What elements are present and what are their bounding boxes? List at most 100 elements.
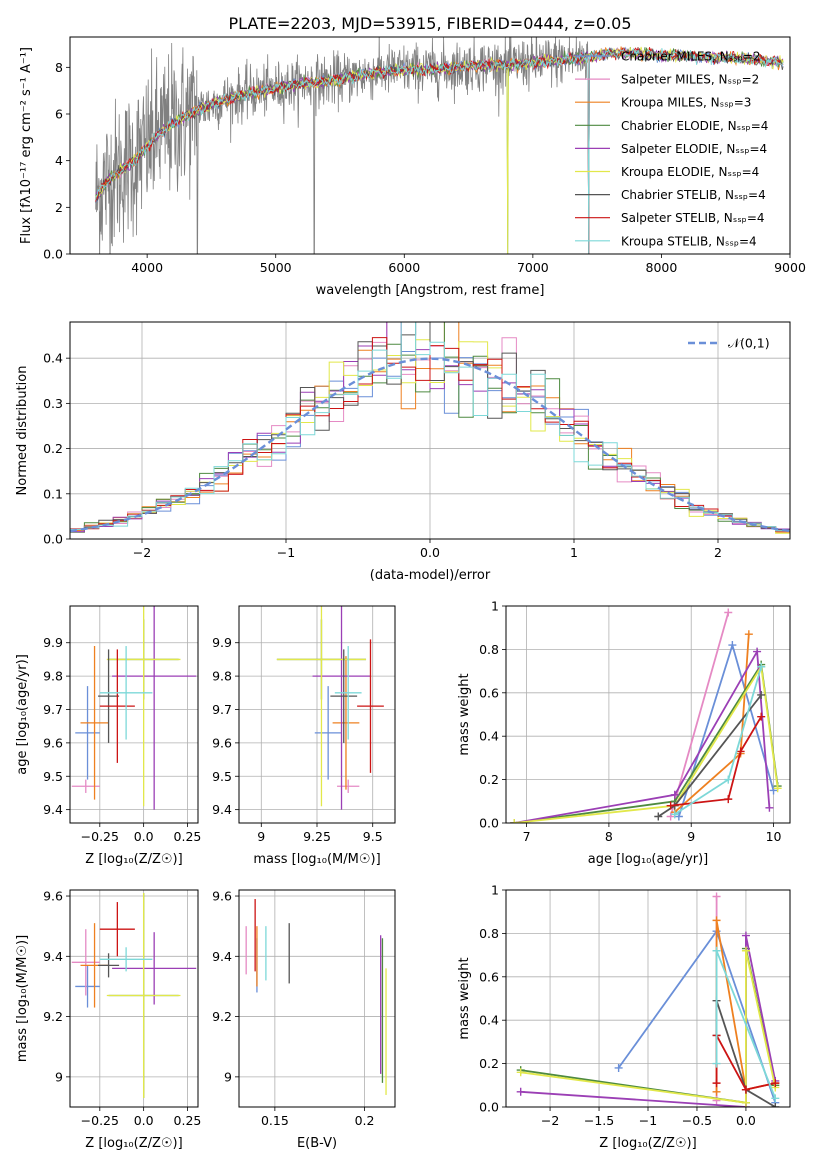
panel-mass_vs_Z: −0.25 0.0 0.25 9 9.2 9.4 9.6 Z [log₁₀(Z/Z☉)] mas…	[15, 889, 201, 1151]
y-axis-label: Normed distribution	[15, 366, 30, 496]
y-tick-label: 9.7	[212, 702, 232, 717]
legend: Chabrier MILES, Nₛₛₚ=2 Salpeter MILES, Nₛ…	[575, 50, 768, 248]
errorbar-point	[330, 649, 358, 743]
grid-lines	[239, 606, 395, 823]
y-tick-label: 0.0	[43, 532, 63, 547]
legend: 𝒩(0,1)	[688, 336, 770, 351]
plot-area	[71, 893, 197, 1098]
x-tick-label: 7	[523, 829, 531, 844]
x-tick-label: 9	[257, 829, 265, 844]
weight-marker	[771, 1094, 780, 1103]
y-tick-label: 8	[55, 60, 63, 75]
errorbar-point	[334, 646, 362, 740]
y-tick-label: 9.2	[212, 1009, 232, 1024]
errorbar-point	[112, 606, 197, 810]
errorbar-point	[99, 646, 153, 740]
x-tick-label: −2	[541, 1113, 559, 1128]
legend-label: Chabrier STELIB, Nₛₛₚ=4	[621, 188, 766, 202]
y-tick-label: 1	[491, 883, 499, 898]
weight-series	[712, 946, 780, 1103]
panel-age_vs_Z: −0.25 0.0 0.25 9.4 9.5 9.6 9.7 9.8 9.9 Z [log₁₀(Z…	[15, 605, 201, 867]
x-tick-label: 0.25	[174, 1113, 202, 1128]
x-axis-label: age [log₁₀(age/yr)]	[588, 852, 709, 867]
weight-marker	[712, 1079, 721, 1088]
y-tick-label: 0.8	[479, 642, 499, 657]
y-axis-label: mass weight	[457, 957, 472, 1039]
weight-marker	[654, 812, 663, 821]
y-tick-label: 0.4	[43, 351, 63, 366]
y-tick-label: 9.4	[43, 802, 63, 817]
weight-series	[510, 647, 774, 823]
x-tick-label: 0.15	[261, 1113, 289, 1128]
legend-label: Salpeter MILES, Nₛₛₚ=2	[621, 73, 759, 87]
panel-spectrum: 4000 5000 6000 7000 8000 9000 0.0 2 4 6 8 wavelengt…	[19, 36, 806, 298]
x-tick-label: −0.25	[81, 1113, 119, 1128]
weight-line	[657, 694, 762, 818]
y-axis-label: mass weight	[457, 673, 472, 755]
y-tick-label: 0.2	[479, 1056, 499, 1071]
x-axis-label: E(B-V)	[297, 1136, 337, 1151]
x-tick-label: 0.0	[134, 1113, 154, 1128]
x-axis-label: Z [log₁₀(Z/Z☉)]	[599, 1136, 696, 1151]
axes-frame	[69, 36, 791, 255]
y-tick-label: 9.8	[43, 669, 63, 684]
x-axis-label: Z [log₁₀(Z/Z☉)]	[85, 1136, 182, 1151]
legend-label: Salpeter STELIB, Nₛₛₚ=4	[621, 211, 765, 225]
x-tick-label: 8	[605, 829, 613, 844]
plot-area	[70, 322, 790, 534]
x-tick-label: 9.5	[363, 829, 383, 844]
y-tick-label: 1	[491, 599, 499, 614]
histogram-steps	[70, 322, 790, 531]
errorbar-point	[106, 606, 181, 807]
y-tick-label: 2	[55, 200, 63, 215]
weight-marker	[516, 1087, 525, 1096]
y-tick-label: 6	[55, 107, 63, 122]
weight-marker	[666, 801, 675, 810]
y-tick-label: 9.5	[43, 769, 63, 784]
weight-series	[666, 608, 733, 821]
y-tick-label: 4	[55, 153, 63, 168]
weight-marker	[741, 1098, 750, 1107]
plot-area	[71, 606, 197, 810]
weight-series	[666, 712, 766, 810]
errorbar-point	[332, 656, 360, 790]
errorbar-point	[99, 902, 135, 957]
plot-area	[95, 37, 784, 254]
weight-series	[670, 662, 766, 819]
errorbar-point	[357, 639, 384, 773]
y-tick-label: 9.9	[212, 635, 232, 650]
x-tick-label: 9000	[774, 260, 806, 275]
legend-label: Kroupa ELODIE, Nₛₛₚ=4	[621, 165, 759, 179]
weight-marker	[666, 812, 675, 821]
axes-frame	[238, 605, 396, 824]
errorbar-point	[80, 646, 109, 800]
weight-line	[670, 716, 762, 807]
y-tick-label: 0.4	[479, 729, 499, 744]
plot-area	[276, 606, 384, 810]
legend-label: Chabrier MILES, Nₛₛₚ=2	[621, 50, 761, 64]
y-tick-label: 0.2	[479, 772, 499, 787]
panel-mass_weight_vs_Z: −2 −1.5 −1 −0.5 0.0 0.0 0.2 0.4 0.6 0.8 1 Z [log₁₀(…	[457, 883, 791, 1151]
x-tick-label: 0.0	[134, 829, 154, 844]
y-tick-label: 0.8	[479, 926, 499, 941]
y-axis-label: Flux [fλ10⁻¹⁷ erg cm⁻² s⁻¹ A⁻¹]	[19, 47, 34, 244]
errorbar-point	[98, 953, 120, 978]
weight-marker	[724, 608, 733, 617]
legend-label: Kroupa STELIB, Nₛₛₚ=4	[621, 234, 757, 248]
x-axis-label: mass [log₁₀(M/M☉)]	[253, 852, 380, 867]
axes-frame	[69, 889, 199, 1108]
errorbar-point	[75, 686, 100, 780]
weight-marker	[757, 690, 766, 699]
y-tick-label: 0.1	[43, 486, 63, 501]
y-tick-label: 0.6	[479, 969, 499, 984]
weight-marker	[728, 641, 737, 650]
y-tick-label: 9.4	[212, 949, 232, 964]
y-tick-label: 9.7	[43, 702, 63, 717]
weight-marker	[741, 1085, 750, 1094]
weight-marker	[753, 647, 762, 656]
weight-marker	[744, 630, 753, 639]
model-line	[95, 47, 784, 254]
errorbar-point	[337, 779, 360, 793]
x-tick-label: 0.2	[355, 1113, 375, 1128]
y-tick-label: 0.0	[43, 247, 63, 262]
